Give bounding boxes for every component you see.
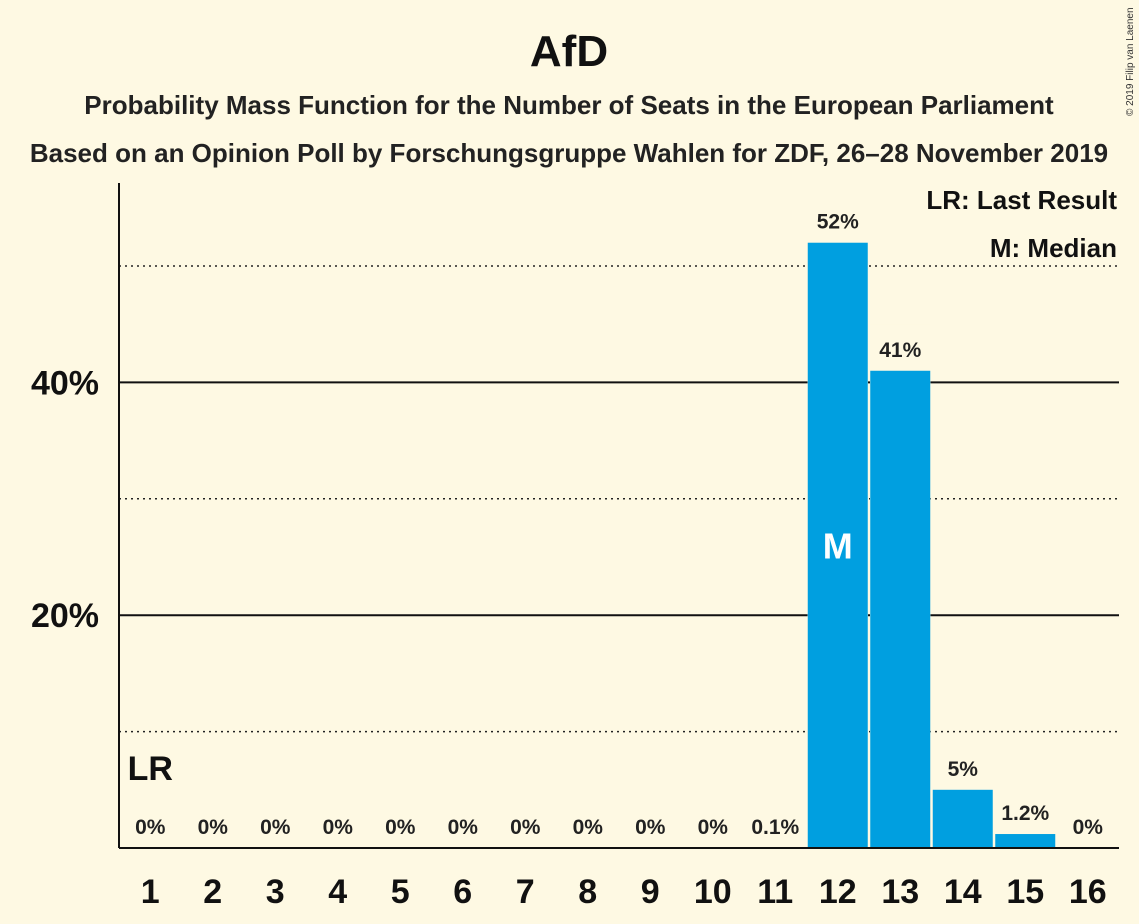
copyright-notice: © 2019 Filip van Laenen bbox=[1125, 7, 1136, 116]
legend-median: M: Median bbox=[990, 233, 1117, 263]
bar-value-label: 0% bbox=[135, 816, 166, 839]
x-tick-label: 3 bbox=[266, 873, 285, 911]
y-tick-labels: 20% 40% bbox=[31, 364, 99, 635]
x-tick-label: 9 bbox=[641, 873, 660, 911]
bar-seats-15 bbox=[995, 834, 1056, 848]
bar-value-label: 0% bbox=[635, 816, 666, 839]
bar-seats-13 bbox=[870, 370, 931, 848]
legend-last-result: LR: Last Result bbox=[926, 185, 1117, 215]
x-tick-label: 16 bbox=[1069, 873, 1107, 911]
y-tick-label: 40% bbox=[31, 364, 99, 402]
x-tick-label: 11 bbox=[757, 873, 793, 911]
bar-value-label: 1.2% bbox=[1001, 802, 1049, 825]
x-tick-label: 1 bbox=[141, 873, 160, 911]
bar-seats-14 bbox=[932, 789, 993, 848]
gridlines bbox=[119, 265, 1119, 733]
bars bbox=[807, 196, 1056, 849]
x-tick-label: 14 bbox=[944, 873, 982, 911]
chart-subtitle-method: Probability Mass Function for the Number… bbox=[84, 90, 1054, 120]
x-tick-label: 5 bbox=[391, 873, 410, 911]
x-tick-label: 6 bbox=[453, 873, 472, 911]
x-tick-label: 4 bbox=[328, 873, 347, 911]
y-tick-label: 20% bbox=[31, 597, 99, 635]
bar-value-label: 0% bbox=[448, 816, 479, 839]
bar-labels: 0% LR 0% 0% 0% 0% 0% 0% 0% 0% 0% 0.1% 52% M 41% 5% 1.2% 0… bbox=[128, 211, 1104, 839]
x-tick-label: 2 bbox=[203, 873, 222, 911]
bar-value-label: 0% bbox=[323, 816, 354, 839]
last-result-marker: LR bbox=[128, 750, 173, 788]
bar-value-label: 0% bbox=[260, 816, 291, 839]
x-tick-labels: 1 2 3 4 5 6 7 8 9 10 11 12 13 14 15 16 bbox=[141, 873, 1107, 911]
chart-subtitle-poll: Based on an Opinion Poll by Forschungsgr… bbox=[30, 138, 1108, 168]
x-tick-label: 13 bbox=[881, 873, 919, 911]
bar-value-label: 41% bbox=[879, 339, 921, 362]
bar-value-label: 0% bbox=[573, 816, 604, 839]
bar-value-label: 0% bbox=[510, 816, 541, 839]
x-tick-label: 15 bbox=[1006, 873, 1044, 911]
x-tick-label: 10 bbox=[694, 873, 732, 911]
bar-value-label: 0.1% bbox=[751, 816, 799, 839]
bar-value-label: 0% bbox=[698, 816, 729, 839]
median-marker: M bbox=[823, 525, 853, 566]
x-tick-label: 8 bbox=[578, 873, 597, 911]
x-tick-label: 12 bbox=[819, 873, 857, 911]
bar-seats-12 bbox=[807, 242, 868, 849]
bar-value-label: 0% bbox=[385, 816, 416, 839]
bar-value-label: 52% bbox=[817, 211, 859, 234]
bar-value-label: 0% bbox=[1073, 816, 1104, 839]
bar-value-label: 5% bbox=[948, 758, 979, 781]
x-tick-label: 7 bbox=[516, 873, 535, 911]
bar-value-label: 0% bbox=[198, 816, 229, 839]
chart-title: AfD bbox=[530, 27, 608, 76]
